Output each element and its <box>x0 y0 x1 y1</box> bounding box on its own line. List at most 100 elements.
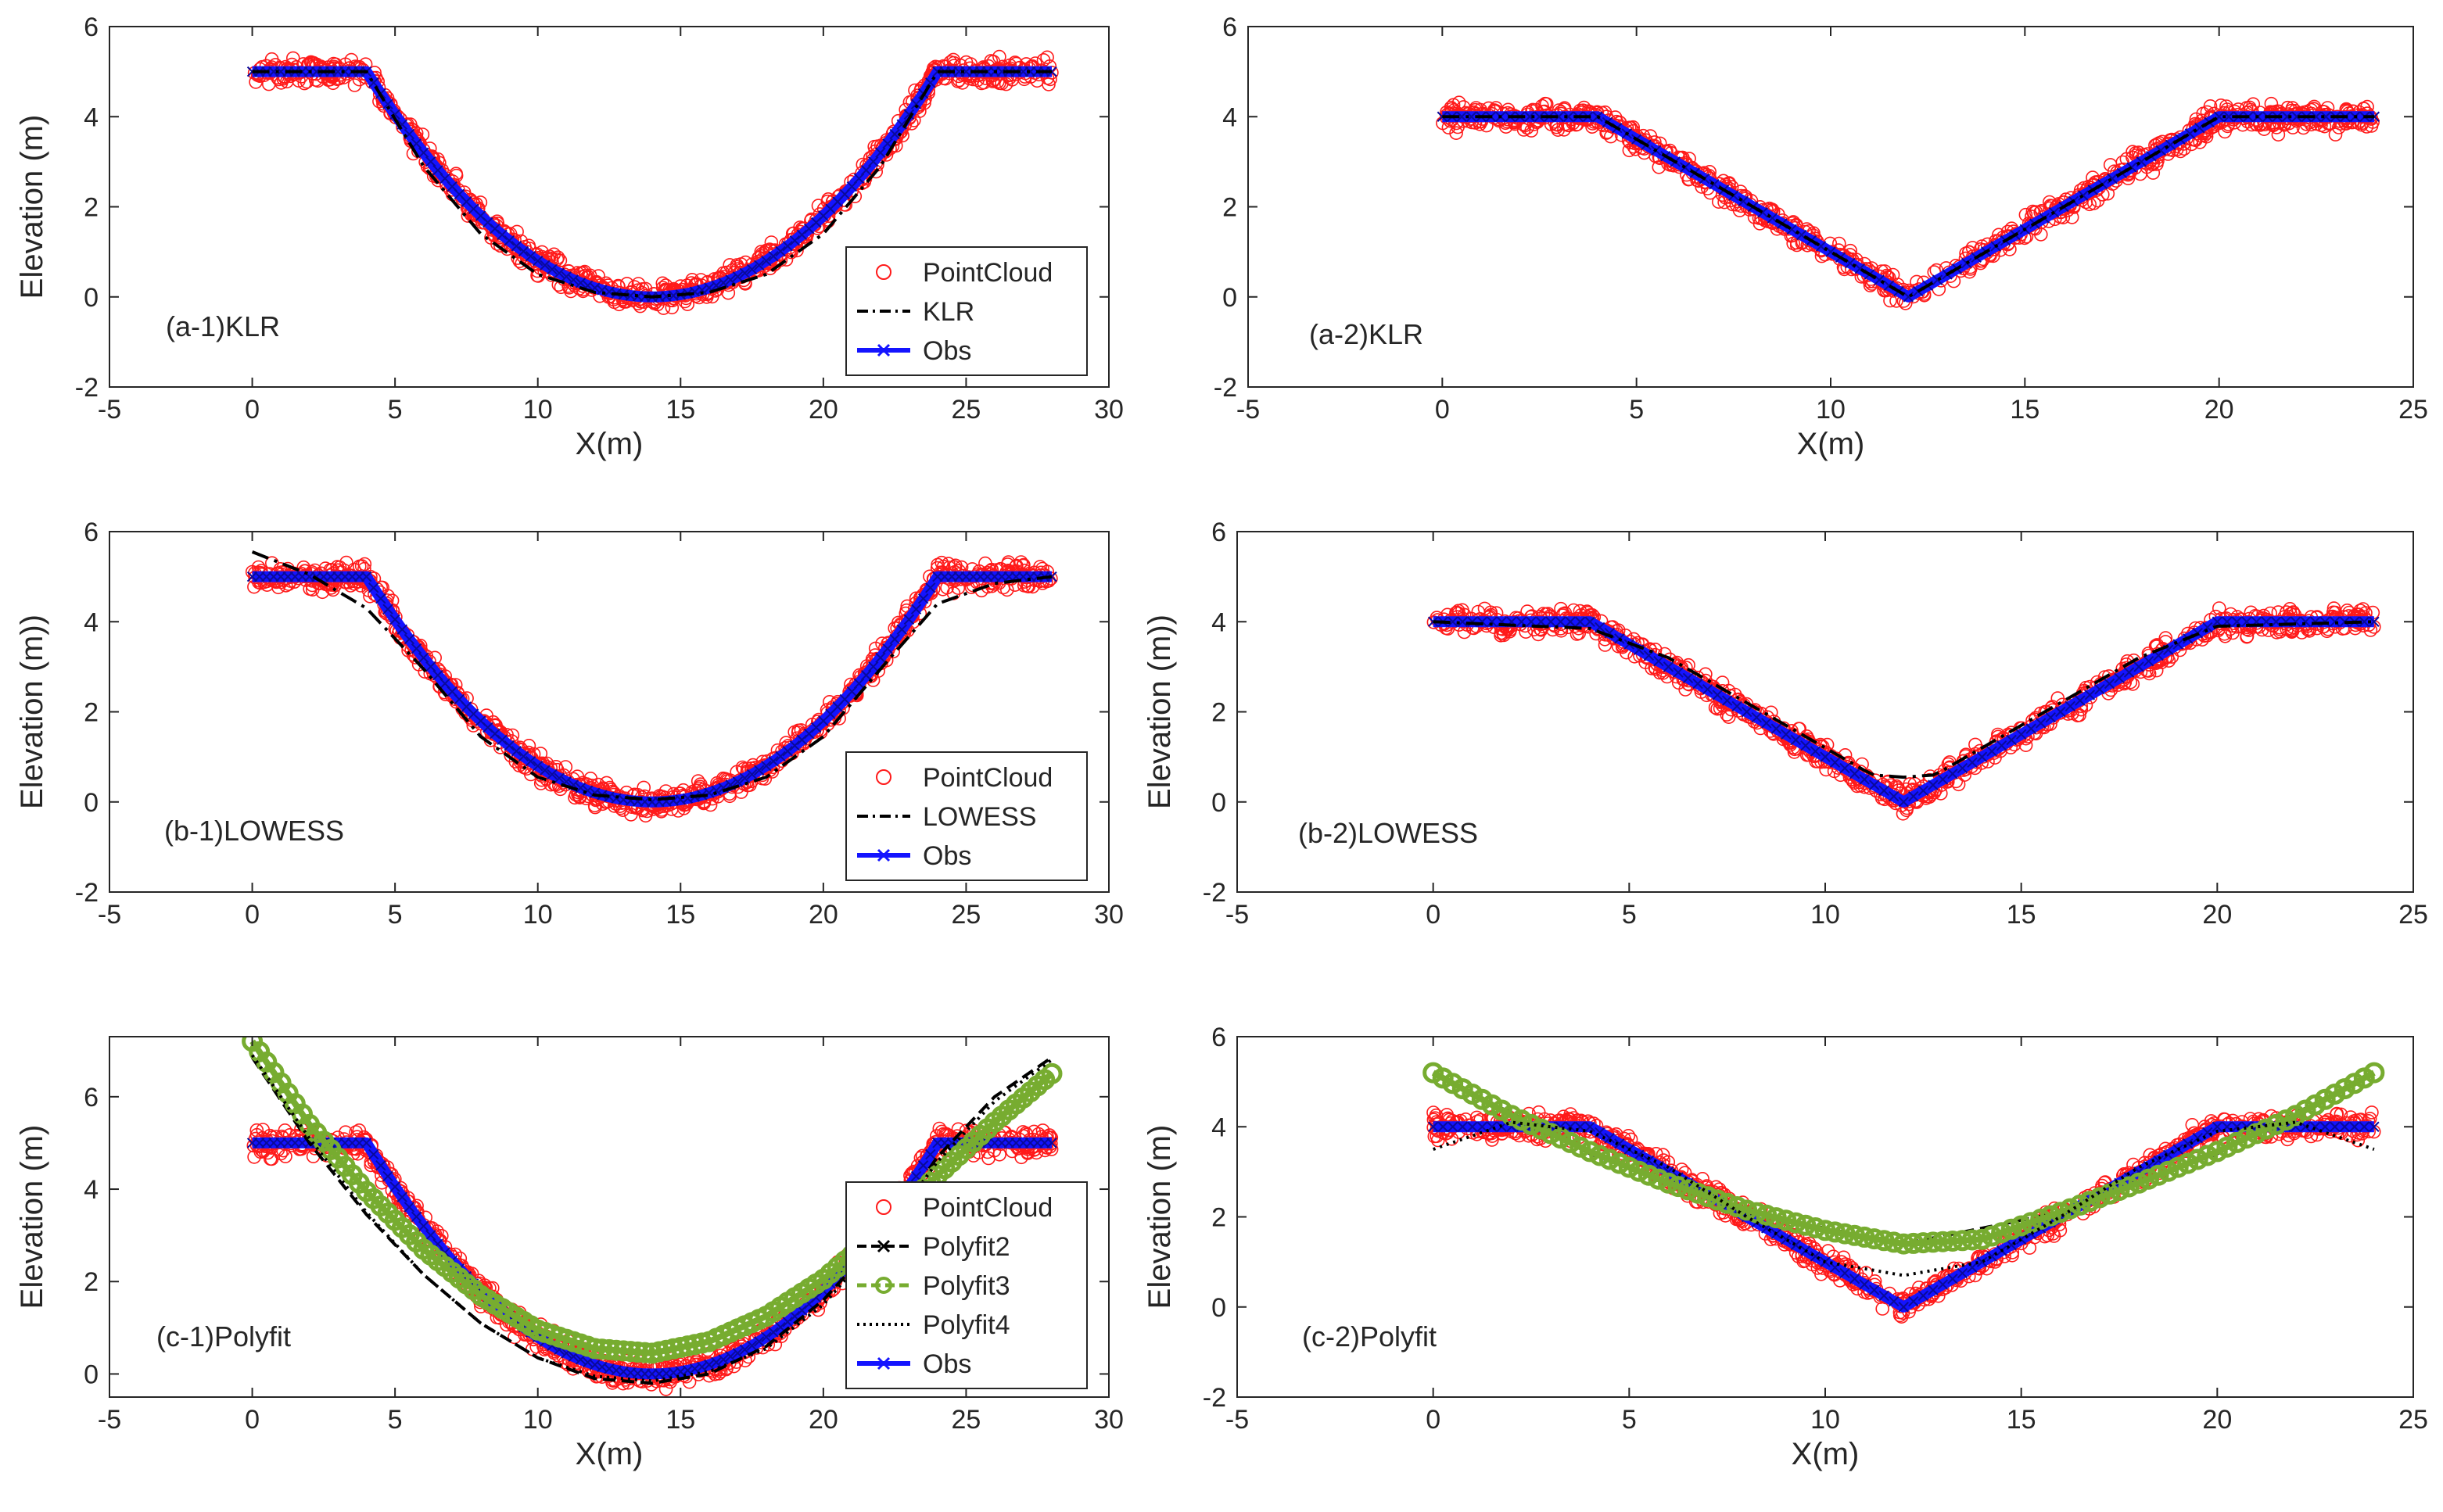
obs-marker <box>1849 769 1860 779</box>
x-tick-label: 5 <box>1629 395 1644 425</box>
point-cloud-marker <box>638 808 653 823</box>
x-tick-label: 0 <box>1435 395 1450 425</box>
obs-marker <box>1761 718 1772 729</box>
point-cloud-marker <box>2158 631 2173 645</box>
point-cloud-marker <box>2203 99 2218 113</box>
y-tick-label: -2 <box>1203 878 1226 908</box>
panel-annotation: (b-1)LOWESS <box>164 815 344 847</box>
obs-marker <box>1653 655 1664 667</box>
obs-marker <box>504 740 515 751</box>
point-cloud-marker <box>263 1152 278 1166</box>
point-cloud-marker <box>2126 145 2140 159</box>
obs-marker <box>404 128 415 140</box>
obs-marker <box>875 147 886 159</box>
obs-marker <box>875 652 886 664</box>
point-cloud-marker <box>1896 807 1910 821</box>
x-tick-label: 25 <box>2398 395 2428 425</box>
y-tick-label: 2 <box>1222 193 1237 223</box>
obs-marker <box>1810 746 1821 757</box>
obs-marker <box>1967 757 1978 769</box>
y-tick-label: 0 <box>1211 788 1226 818</box>
obs-marker <box>2094 683 2105 695</box>
fit-line-lowess <box>1433 620 2374 779</box>
x-tick-label: 10 <box>1816 395 1846 425</box>
obs-marker <box>1839 762 1850 774</box>
x-tick-label: 10 <box>1810 900 1840 930</box>
x-tick-label: 20 <box>2204 395 2234 425</box>
obs-marker <box>511 746 522 757</box>
y-tick-label: 2 <box>1211 698 1226 728</box>
x-tick-label: -5 <box>1236 395 1260 425</box>
obs-marker <box>582 785 594 796</box>
obs-marker <box>1751 711 1762 723</box>
obs-marker <box>368 582 379 593</box>
point-cloud-a2 <box>1436 95 2380 310</box>
point-cloud-marker <box>1538 96 1552 111</box>
obs-marker <box>746 769 758 780</box>
obs-series-b2 <box>1427 616 2380 808</box>
point-cloud-marker <box>1832 236 1846 251</box>
obs-marker <box>746 263 758 275</box>
x-tick-label: 30 <box>1094 900 1124 930</box>
point-cloud-marker <box>2283 601 2298 616</box>
x-tick-label: 5 <box>1622 900 1637 930</box>
obs-marker <box>775 245 786 257</box>
fit-line-klr <box>252 70 1052 299</box>
obs-marker <box>1663 661 1674 672</box>
obs-marker <box>432 164 443 176</box>
obs-marker <box>889 128 900 140</box>
obs-marker <box>1709 178 1720 190</box>
x-tick-label: 30 <box>1094 395 1124 425</box>
obs-marker <box>518 751 529 762</box>
fit-series-lowess <box>1433 620 2374 779</box>
obs-marker <box>711 785 722 796</box>
obs-marker <box>561 271 572 282</box>
y-tick-label: 4 <box>1222 102 1237 132</box>
point-cloud-marker <box>1042 77 1056 91</box>
obs-marker <box>882 643 893 654</box>
fit-series-lowess <box>251 550 1053 801</box>
point-cloud-marker <box>1557 123 1571 137</box>
obs-marker <box>1742 706 1752 718</box>
obs-marker <box>1800 740 1811 751</box>
obs-marker <box>1889 790 1900 802</box>
obs-marker <box>389 614 400 625</box>
obs-marker <box>554 772 565 784</box>
obs-marker <box>1692 678 1703 690</box>
obs-marker <box>868 661 879 672</box>
y-tick-label: 4 <box>84 607 99 637</box>
x-tick-label: -5 <box>98 900 121 930</box>
obs-marker <box>547 769 558 780</box>
point-cloud-marker <box>1040 50 1054 65</box>
point-cloud-marker <box>2271 127 2286 142</box>
panel-annotation: (a-1)KLR <box>166 310 280 342</box>
obs-marker <box>775 751 786 762</box>
x-tick-label: 20 <box>809 900 838 930</box>
obs-marker <box>732 776 744 787</box>
point-cloud-marker <box>2065 210 2079 224</box>
y-tick-label: 4 <box>84 102 99 132</box>
obs-marker <box>1448 616 1458 627</box>
point-cloud-marker <box>935 555 949 570</box>
obs-marker <box>1545 616 1556 627</box>
obs-marker <box>2231 616 2243 627</box>
legend-entry-label: Obs <box>923 336 971 366</box>
fit-series-klr <box>1442 115 2375 299</box>
obs-marker <box>1712 690 1723 700</box>
legend-entry-label: KLR <box>923 297 974 327</box>
obs-marker <box>2045 711 2056 723</box>
obs-marker <box>389 109 400 120</box>
obs-marker <box>925 582 936 593</box>
obs-marker <box>396 624 407 635</box>
obs-marker <box>1878 785 1889 797</box>
obs-marker <box>860 164 872 176</box>
obs-marker <box>425 156 436 167</box>
point-cloud-marker <box>591 269 606 283</box>
y-tick-label: 2 <box>84 698 99 728</box>
x-tick-label: 15 <box>2010 395 2039 425</box>
y-tick-label: 6 <box>1211 518 1226 547</box>
obs-marker <box>1996 740 2007 751</box>
